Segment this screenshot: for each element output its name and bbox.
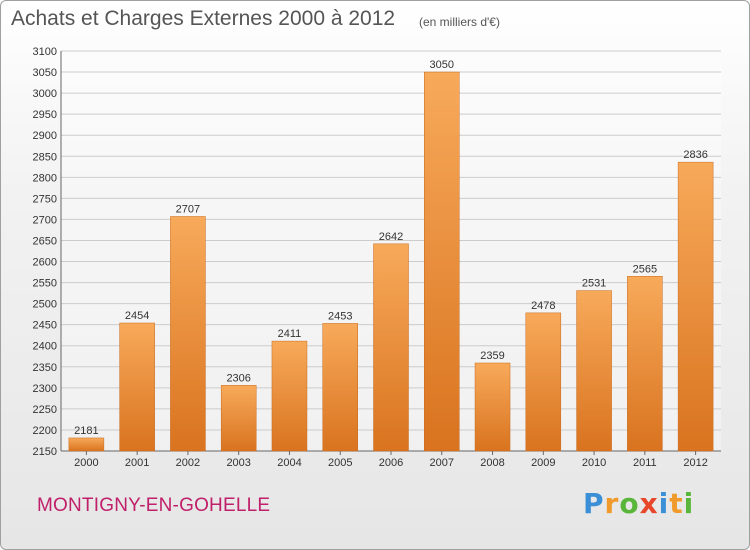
- y-tick-label: 3100: [33, 46, 57, 58]
- bar-2010: [576, 290, 612, 452]
- data-label-2009: 2478: [531, 300, 555, 312]
- y-tick-label: 2400: [33, 341, 57, 353]
- chart-title: Achats et Charges Externes 2000 à 2012: [11, 7, 396, 30]
- data-label-2007: 3050: [430, 59, 454, 71]
- x-tick-label-2008: 2008: [480, 457, 504, 469]
- logo-letter: r: [604, 487, 620, 520]
- x-tick-label-2005: 2005: [328, 457, 352, 469]
- logo-letter: P: [583, 487, 605, 520]
- y-tick-label: 2350: [33, 362, 57, 374]
- x-tick-label-2010: 2010: [582, 457, 606, 469]
- data-label-2008: 2359: [480, 350, 504, 362]
- logo-letter: i: [658, 487, 670, 520]
- logo-letter: i: [683, 487, 695, 520]
- y-tick-label: 3000: [33, 88, 57, 100]
- bar-2003: [220, 385, 257, 452]
- data-label-2003: 2306: [226, 372, 250, 384]
- x-tick-label-2012: 2012: [683, 457, 707, 469]
- x-tick-label-2003: 2003: [226, 457, 250, 469]
- proxiti-logo: Proxiti: [583, 487, 694, 520]
- commune-name: MONTIGNY-EN-GOHELLE: [37, 495, 271, 516]
- x-tick-label-2002: 2002: [176, 457, 200, 469]
- logo-letter: x: [639, 487, 659, 520]
- bar-2011: [627, 276, 663, 452]
- y-tick-label: 2700: [33, 214, 57, 226]
- y-tick-label: 2150: [33, 446, 57, 458]
- data-label-2006: 2642: [379, 231, 403, 243]
- y-tick-label: 2600: [33, 257, 57, 269]
- y-tick-label: 2500: [33, 299, 57, 311]
- x-tick-label-2007: 2007: [430, 457, 454, 469]
- x-tick-label-2004: 2004: [277, 457, 301, 469]
- x-tick-label-2011: 2011: [633, 457, 657, 469]
- logo-letter: t: [669, 487, 684, 520]
- bar-2009: [525, 312, 562, 452]
- y-tick-label: 2550: [33, 278, 57, 290]
- data-label-2000: 2181: [74, 425, 98, 437]
- y-tick-label: 2800: [33, 172, 57, 184]
- bar-2008: [474, 362, 511, 452]
- x-tick-label-2009: 2009: [531, 457, 555, 469]
- data-label-2004: 2411: [278, 328, 302, 340]
- x-tick-label-2000: 2000: [74, 457, 98, 469]
- y-tick-label: 2250: [33, 404, 57, 416]
- data-label-2001: 2454: [125, 310, 149, 322]
- chart-unit-note: (en milliers d'€): [419, 15, 500, 29]
- y-tick-label: 2850: [33, 151, 57, 163]
- x-tick-label-2001: 2001: [125, 457, 149, 469]
- bar-2001: [119, 322, 155, 452]
- bar-2006: [373, 243, 409, 452]
- bar-2012: [677, 161, 714, 452]
- logo-letter: o: [619, 487, 640, 520]
- bar-2004: [271, 340, 308, 452]
- data-label-2012: 2836: [683, 149, 707, 161]
- y-tick-label: 2750: [33, 193, 57, 205]
- bar-2000: [68, 437, 105, 452]
- y-tick-label: 2300: [33, 383, 57, 395]
- y-tick-label: 2900: [33, 130, 57, 142]
- y-tick-label: 3050: [33, 67, 57, 79]
- y-tick-label: 2650: [33, 235, 57, 247]
- bar-2002: [170, 216, 206, 452]
- data-label-2010: 2531: [582, 278, 606, 290]
- bar-2005: [322, 323, 358, 452]
- y-tick-label: 2950: [33, 109, 57, 121]
- y-tick-label: 2450: [33, 320, 57, 332]
- y-tick-label: 2200: [33, 425, 57, 437]
- data-label-2002: 2707: [176, 203, 200, 215]
- x-tick-label-2006: 2006: [379, 457, 403, 469]
- data-label-2005: 2453: [328, 310, 352, 322]
- data-label-2011: 2565: [633, 263, 657, 275]
- bar-2007: [424, 71, 460, 452]
